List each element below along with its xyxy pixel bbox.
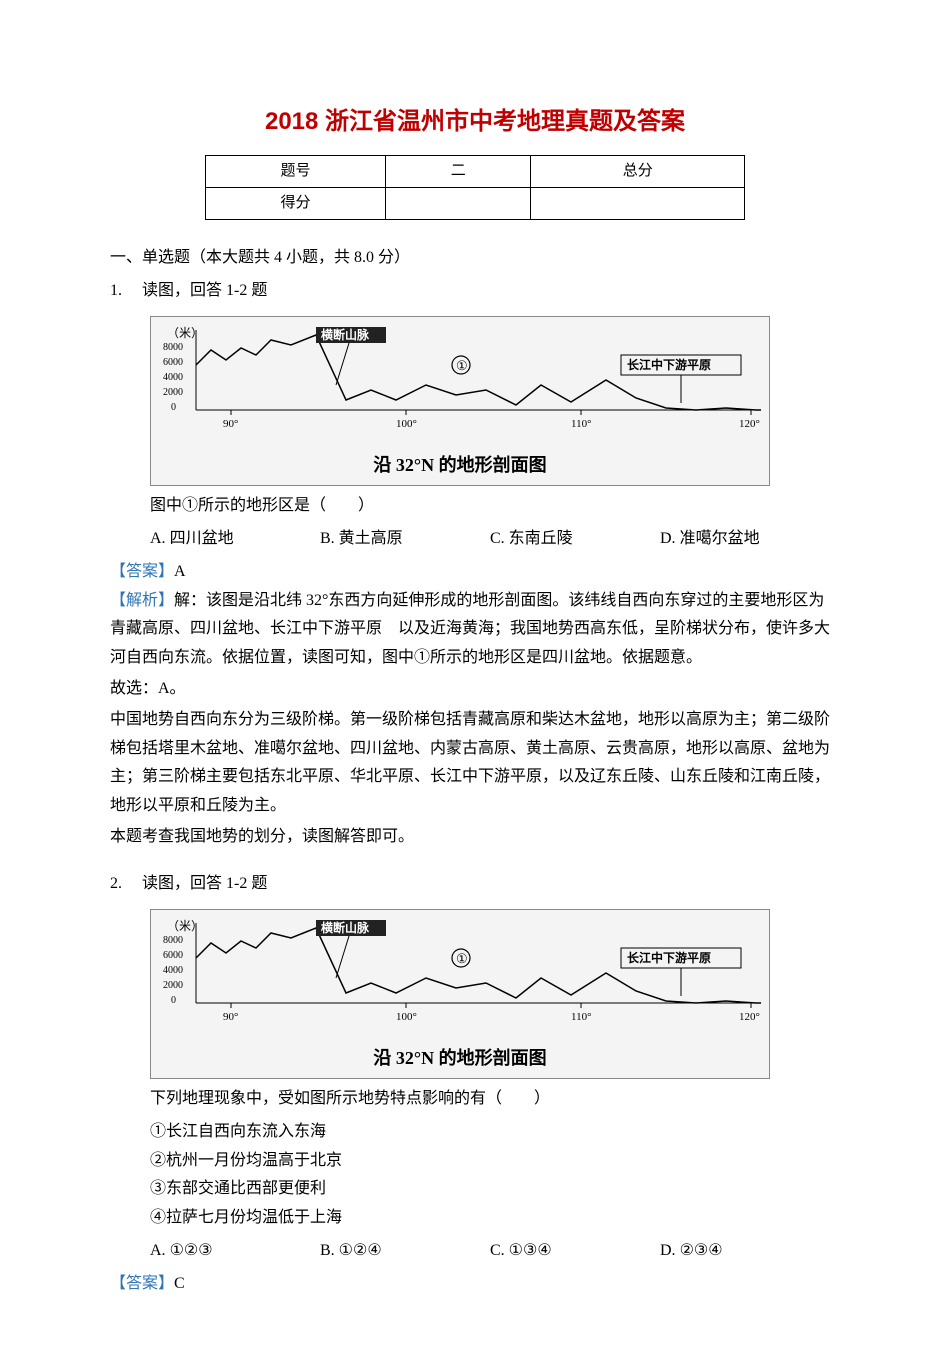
sub-item: ④拉萨七月份均温低于上海 xyxy=(150,1204,840,1233)
options-row: A. 四川盆地 B. 黄土高原 C. 东南丘陵 D. 准噶尔盆地 xyxy=(110,525,840,554)
x-tick: 120° xyxy=(739,418,760,430)
answer-value: C xyxy=(174,1275,185,1292)
section-heading: 一、单选题（本大题共 4 小题，共 8.0 分） xyxy=(110,244,840,273)
question-stem: 图中①所示的地形区是（ ） xyxy=(110,492,840,521)
y-tick: 2000 xyxy=(163,387,183,398)
question-prompt: 读图，回答 1-2 题 xyxy=(142,277,838,306)
option-c: C. ①③④ xyxy=(490,1237,650,1266)
table-row: 题号 二 总分 xyxy=(206,156,745,188)
x-tick: 90° xyxy=(223,1011,238,1023)
y-tick: 6000 xyxy=(163,950,183,961)
answer-line: 【答案】A xyxy=(110,558,840,587)
answer-label: 【答案】 xyxy=(110,563,174,580)
table-cell: 总分 xyxy=(531,156,745,188)
x-tick: 110° xyxy=(571,1011,592,1023)
question-number: 1. xyxy=(110,277,138,306)
terrain-profile-figure: （米） 8000 6000 4000 2000 0 90° 100° 110° … xyxy=(150,909,770,1079)
y-axis-label: （米） xyxy=(167,326,203,340)
option-b: B. 黄土高原 xyxy=(320,525,480,554)
explanation-text: 中国地势自西向东分为三级阶梯。第一级阶梯包括青藏高原和柴达木盆地，地形以高原为主… xyxy=(110,706,840,821)
option-b: B. ①②④ xyxy=(320,1237,480,1266)
option-d: D. 准噶尔盆地 xyxy=(660,525,820,554)
explanation-text: 解：该图是沿北纬 32°东西方向延伸形成的地形剖面图。该纬线自西向东穿过的主要地… xyxy=(110,592,830,667)
y-tick: 4000 xyxy=(163,372,183,383)
profile-svg: （米） 8000 6000 4000 2000 0 90° 100° 110° … xyxy=(161,325,761,445)
options-row: A. ①②③ B. ①②④ C. ①③④ D. ②③④ xyxy=(110,1237,840,1266)
answer-value: A xyxy=(174,563,186,580)
y-tick: 4000 xyxy=(163,965,183,976)
x-tick: 120° xyxy=(739,1011,760,1023)
sub-item-list: ①长江自西向东流入东海 ②杭州一月份均温高于北京 ③东部交通比西部更便利 ④拉萨… xyxy=(110,1118,840,1233)
sub-item: ①长江自西向东流入东海 xyxy=(150,1118,840,1147)
question-prompt: 读图，回答 1-2 题 xyxy=(142,870,838,899)
y-tick: 2000 xyxy=(163,980,183,991)
answer-line: 【答案】C xyxy=(110,1270,840,1299)
table-cell xyxy=(531,188,745,220)
figure-caption: 沿 32°N 的地形剖面图 xyxy=(161,449,759,481)
explanation-text: 本题考查我国地势的划分，读图解答即可。 xyxy=(110,823,840,852)
question-block: 1. 读图，回答 1-2 题 （米） 8000 6000 4000 2000 0… xyxy=(110,277,840,852)
answer-label: 【答案】 xyxy=(110,1275,174,1292)
explanation-block: 【解析】解：该图是沿北纬 32°东西方向延伸形成的地形剖面图。该纬线自西向东穿过… xyxy=(110,587,840,673)
plain-label: 长江中下游平原 xyxy=(627,357,711,372)
y-tick: 8000 xyxy=(163,935,183,946)
option-a: A. ①②③ xyxy=(150,1237,310,1266)
y-tick: 0 xyxy=(171,995,176,1006)
question-stem: 下列地理现象中，受如图所示地势特点影响的有（ ） xyxy=(110,1085,840,1114)
sub-item: ②杭州一月份均温高于北京 xyxy=(150,1147,840,1176)
explain-label: 【解析】 xyxy=(110,592,174,609)
terrain-profile-figure: （米） 8000 6000 4000 2000 0 90° 100° 110° … xyxy=(150,316,770,486)
x-tick: 100° xyxy=(396,1011,417,1023)
sub-item: ③东部交通比西部更便利 xyxy=(150,1175,840,1204)
question-number: 2. xyxy=(110,870,138,899)
x-tick: 100° xyxy=(396,418,417,430)
y-axis-label: （米） xyxy=(167,919,203,933)
y-tick: 8000 xyxy=(163,342,183,353)
explanation-text: 故选：A。 xyxy=(110,675,840,704)
option-d: D. ②③④ xyxy=(660,1237,820,1266)
question-block: 2. 读图，回答 1-2 题 （米） 8000 6000 4000 2000 0… xyxy=(110,870,840,1299)
table-cell: 题号 xyxy=(206,156,386,188)
y-tick: 6000 xyxy=(163,357,183,368)
option-a: A. 四川盆地 xyxy=(150,525,310,554)
score-table: 题号 二 总分 得分 xyxy=(205,155,745,220)
table-cell xyxy=(386,188,531,220)
plain-label: 长江中下游平原 xyxy=(627,950,711,965)
mountain-label: 横断山脉 xyxy=(321,920,370,935)
x-tick: 110° xyxy=(571,418,592,430)
mountain-label: 横断山脉 xyxy=(321,327,370,342)
page-title: 2018 浙江省温州市中考地理真题及答案 xyxy=(110,100,840,143)
table-cell: 二 xyxy=(386,156,531,188)
circle-marker: ① xyxy=(456,951,468,966)
circle-marker: ① xyxy=(456,358,468,373)
y-tick: 0 xyxy=(171,402,176,413)
option-c: C. 东南丘陵 xyxy=(490,525,650,554)
figure-caption: 沿 32°N 的地形剖面图 xyxy=(161,1042,759,1074)
profile-svg: （米） 8000 6000 4000 2000 0 90° 100° 110° … xyxy=(161,918,761,1038)
x-tick: 90° xyxy=(223,418,238,430)
table-cell: 得分 xyxy=(206,188,386,220)
table-row: 得分 xyxy=(206,188,745,220)
